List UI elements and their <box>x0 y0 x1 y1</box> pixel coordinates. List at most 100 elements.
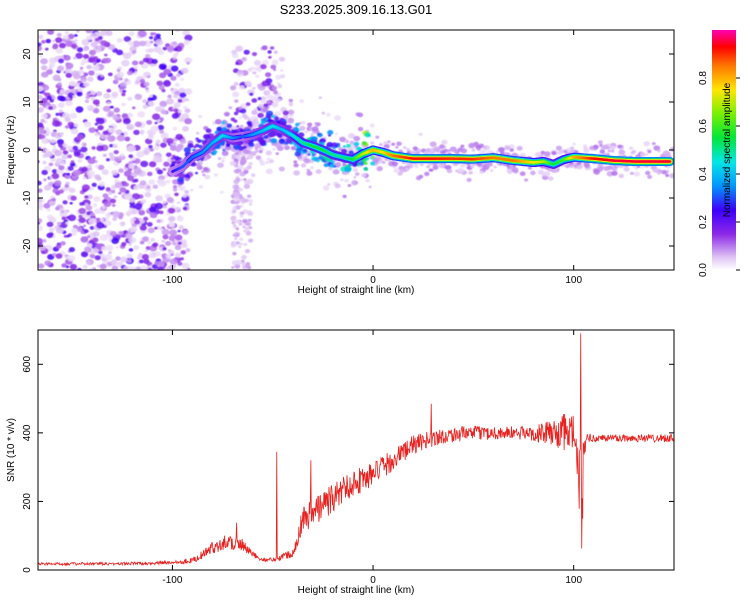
spectrogram-noise-cell <box>282 110 289 116</box>
spectrogram-noise-cell <box>148 179 156 185</box>
spectrogram-noise-cell <box>48 106 53 110</box>
spectrogram-noise-cell <box>75 106 84 113</box>
spectrogram-noise-cell <box>149 36 154 40</box>
spectrogram-noise-cell <box>377 158 381 161</box>
spectrogram-noise-cell <box>192 148 196 152</box>
spectrogram-noise-cell <box>665 174 670 177</box>
spectrogram-noise-cell <box>255 149 259 153</box>
spectrogram-noise-cell <box>68 187 76 193</box>
spectrogram-noise-cell <box>245 222 251 226</box>
spectrogram-noise-cell <box>243 198 249 203</box>
spectrogram-noise-cell <box>84 195 89 199</box>
spectrogram-noise-cell <box>73 151 81 157</box>
spectrogram-noise-cell <box>261 80 270 87</box>
spectrogram-noise-cell <box>94 255 101 261</box>
colorbar-tick-label: 0.0 <box>698 263 709 277</box>
spectrogram-noise-cell <box>238 153 242 156</box>
spectrogram-noise-cell <box>172 179 179 185</box>
spectrogram-noise-cell <box>610 149 615 153</box>
spectrogram-noise-cell <box>127 96 133 101</box>
spectrogram-noise-cell <box>155 139 161 144</box>
spectrogram-noise-cell <box>662 150 670 156</box>
spectrogram-noise-cell <box>178 225 185 230</box>
spectrogram-noise-cell <box>163 161 170 167</box>
spectrogram-noise-cell <box>223 111 230 117</box>
snr-x-tick-label: 0 <box>370 575 376 586</box>
spectrogram-noise-cell <box>243 178 247 181</box>
spectrogram-noise-cell <box>88 218 97 225</box>
spectrogram-noise-cell <box>275 152 279 156</box>
spectrogram-noise-cell <box>125 211 130 215</box>
spectrogram-noise-cell <box>116 134 126 142</box>
spectrogram-noise-cell <box>155 39 163 46</box>
spectrogram-noise-cell <box>147 227 155 234</box>
spectrogram-noise-cell <box>597 140 603 145</box>
spectrogram-noise-cell <box>109 144 114 148</box>
spectrogram-noise-cell <box>126 253 133 259</box>
spectrogram-noise-cell <box>245 157 249 160</box>
spectrogram-noise-cell <box>162 168 167 171</box>
spectrogram-noise-cell <box>133 178 139 183</box>
spectrogram-noise-cell <box>445 165 452 170</box>
spectrogram-noise-cell <box>38 42 42 47</box>
spectrogram-noise-cell <box>272 147 276 151</box>
spectrogram-noise-cell <box>104 254 113 261</box>
spectrogram-noise-cell <box>93 45 102 53</box>
spectrogram-noise-cell <box>89 226 95 230</box>
spectrogram-noise-cell <box>128 31 135 37</box>
spectrogram-noise-cell <box>124 136 131 142</box>
spectrogram-noise-cell <box>438 162 445 169</box>
spectrogram-noise-cell <box>57 65 65 72</box>
spectrogram-y-tick-label: 0 <box>22 147 33 153</box>
spectrogram-noise-cell <box>104 53 108 57</box>
spectrogram-noise-cell <box>142 104 148 109</box>
spectrogram-noise-cell <box>105 30 113 37</box>
spectrogram-noise-cell <box>124 78 129 82</box>
spectrogram-noise-cell <box>52 252 57 257</box>
spectrogram-noise-cell <box>99 263 107 270</box>
spectrogram-noise-cell <box>241 262 247 266</box>
spectrogram-noise-cell <box>179 257 184 261</box>
spectrogram-noise-cell <box>336 142 341 147</box>
spectrogram-noise-cell <box>235 227 240 231</box>
spectrogram-noise-cell <box>481 150 485 153</box>
spectrogram-noise-cell <box>58 112 63 116</box>
spectrogram-noise-cell <box>583 148 590 154</box>
spectrogram-noise-cell <box>370 141 375 145</box>
spectrogram-noise-cell <box>221 121 226 125</box>
spectrogram-noise-cell <box>251 110 258 115</box>
spectrogram-noise-cell <box>73 123 79 128</box>
spectrogram-noise-cell <box>48 162 54 167</box>
spectrogram-noise-cell <box>519 171 526 176</box>
spectrogram-noise-cell <box>61 161 67 165</box>
spectrogram-noise-cell <box>46 221 54 227</box>
spectrogram-noise-cell <box>355 172 360 176</box>
spectrogram-noise-cell <box>80 230 85 234</box>
spectrogram-noise-cell <box>652 168 659 173</box>
spectrogram-noise-cell <box>246 120 252 126</box>
spectrogram-noise-cell <box>85 30 93 34</box>
spectrogram-noise-cell <box>293 127 299 132</box>
spectrogram-noise-cell <box>174 82 180 87</box>
spectrogram-noise-cell <box>231 221 236 225</box>
spectrogram-noise-cell <box>321 111 326 115</box>
spectrogram-noise-cell <box>156 119 161 123</box>
spectrogram-noise-cell <box>145 54 151 59</box>
spectrogram-noise-cell <box>80 251 89 258</box>
spectrogram-noise-cell <box>433 146 441 152</box>
spectrogram-noise-cell <box>405 167 409 171</box>
spectrogram-noise-cell <box>157 266 164 270</box>
spectrogram-noise-cell <box>171 204 176 208</box>
spectrogram-noise-cell <box>287 117 295 124</box>
spectrogram-noise-cell <box>439 144 445 149</box>
spectrogram-noise-cell <box>623 166 630 172</box>
spectrogram-noise-cell <box>148 161 157 168</box>
spectrogram-noise-cell <box>105 244 114 251</box>
spectrogram-noise-cell <box>107 110 115 116</box>
spectrogram-noise-cell <box>81 39 90 46</box>
spectrogram-noise-cell <box>174 252 182 258</box>
spectrogram-noise-cell <box>238 187 244 192</box>
spectrogram-noise-cell <box>353 135 361 142</box>
spectrogram-noise-cell <box>146 185 151 189</box>
spectrogram-noise-cell <box>144 191 152 198</box>
